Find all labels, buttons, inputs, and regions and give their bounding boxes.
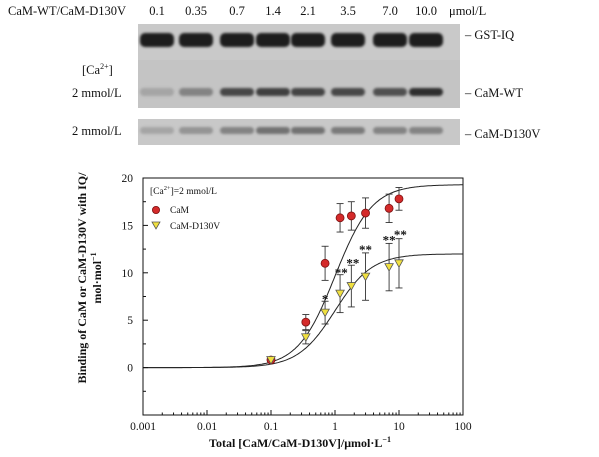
cam-d130v-band <box>373 127 407 134</box>
y-tick-label: 20 <box>122 173 134 185</box>
significance-annotations: *********** <box>322 227 407 306</box>
cam-data-point <box>335 213 345 223</box>
y-axis-unit: mol·mol−1 <box>89 252 104 303</box>
row-label-d130v: 2 mmol/L <box>72 124 122 138</box>
d130v-data-point <box>394 259 404 269</box>
concentration-label: 2.1 <box>300 4 316 18</box>
cam-wt-band <box>220 88 254 96</box>
gel-cam-wt <box>138 60 460 108</box>
cam-d130v-band <box>140 127 174 134</box>
data-points <box>266 187 404 365</box>
significance-mark: * <box>322 291 329 306</box>
cam-d130v-band <box>331 127 365 134</box>
legend-d130v-label: CaM-D130V <box>170 222 220 232</box>
significance-mark: ** <box>335 265 348 280</box>
cam-data-point <box>394 194 404 204</box>
significance-mark: ** <box>383 233 396 248</box>
d130v-data-point <box>300 333 311 343</box>
cam-wt-band <box>291 88 325 96</box>
legend-cam-marker <box>151 205 160 214</box>
d130v-data-point <box>360 272 371 282</box>
marker-cam-wt: – CaM-WT <box>465 86 523 100</box>
fit-curve-d130v <box>143 253 463 369</box>
cam-d130v-band <box>291 127 325 134</box>
cam-wt-band <box>409 88 443 96</box>
cam-d130v-band <box>409 127 443 134</box>
marker-cam-d130v: – CaM-D130V <box>465 127 541 141</box>
significance-mark: ** <box>346 255 359 270</box>
concentration-label: 10.0 <box>415 4 437 18</box>
legend-d130v-marker <box>151 221 161 230</box>
gel-cam-d130v <box>138 119 460 145</box>
d130v-data-point <box>384 263 394 272</box>
y-tick-label: 5 <box>127 315 133 327</box>
gel-gst-iq <box>138 24 460 60</box>
cam-data-point <box>320 258 330 268</box>
gst-iq-band <box>409 33 443 47</box>
d130v-data-point <box>320 308 330 318</box>
x-tick-label: 10 <box>393 421 405 433</box>
concentration-label: 0.35 <box>185 4 207 18</box>
fit-curve-cam <box>143 184 463 369</box>
gst-iq-band <box>256 33 290 47</box>
concentration-label: 7.0 <box>382 4 398 18</box>
concentration-label: 0.1 <box>149 4 165 18</box>
cam-data-point <box>361 208 370 218</box>
row-label-wt: 2 mmol/L <box>72 86 122 100</box>
significance-mark: ** <box>359 242 372 257</box>
cam-wt-band <box>373 88 407 96</box>
x-tick-label: 0.1 <box>264 421 279 433</box>
x-tick-label: 1 <box>332 421 338 433</box>
concentration-unit: μmol/L <box>449 4 487 18</box>
cam-wt-band <box>140 88 174 96</box>
concentration-label: 0.7 <box>229 4 245 18</box>
gst-iq-band <box>373 33 407 47</box>
x-tick-label: 0.01 <box>197 421 217 433</box>
marker-gst-iq: – GST-IQ <box>465 28 515 42</box>
cam-wt-band <box>256 88 290 96</box>
cam-data-point <box>301 317 311 327</box>
cam-d130v-band <box>220 127 254 134</box>
ca-concentration-label: [Ca2+] <box>82 62 113 78</box>
d130v-data-point <box>266 356 276 365</box>
cam-data-point <box>384 203 394 213</box>
cam-d130v-band <box>179 127 213 134</box>
fit-curves <box>143 184 463 369</box>
significance-mark: ** <box>394 227 407 242</box>
legend-cam-label: CaM <box>170 206 190 216</box>
y-tick-label: 0 <box>127 363 133 375</box>
x-axis-label: Total [CaM/CaM-D130V]/μmol·L−1 <box>209 435 391 450</box>
d130v-data-point <box>335 289 345 299</box>
y-tick-label: 10 <box>122 268 134 280</box>
cam-wt-band <box>331 88 365 96</box>
plot-area-frame <box>142 177 464 416</box>
chart-frame <box>142 177 464 416</box>
cam-d130v-band <box>256 127 290 134</box>
blot-header-label: CaM-WT/CaM-D130V <box>8 4 127 18</box>
gst-iq-band <box>220 33 254 47</box>
cam-wt-band <box>179 88 213 96</box>
y-tick-label: 15 <box>122 220 134 232</box>
x-tick-label: 100 <box>454 421 472 433</box>
concentration-label: 1.4 <box>265 4 281 18</box>
axis-ticks: 0.001 0.01 0.1 1 10 100 0 5 10 15 20 <box>122 173 472 433</box>
cam-data-point <box>346 211 356 221</box>
gst-iq-band <box>331 33 365 47</box>
y-axis-label: Binding of CaM or CaM-D130V with IQ/ <box>75 172 89 384</box>
d130v-data-point <box>346 282 357 291</box>
gst-iq-band <box>140 33 174 47</box>
gst-iq-band <box>291 33 325 47</box>
legend: [Ca2+]=2 mmol/L CaM CaM-D130V <box>150 185 220 232</box>
legend-title: [Ca2+]=2 mmol/L <box>150 185 217 197</box>
x-tick-label: 0.001 <box>130 421 156 433</box>
concentration-label: 3.5 <box>340 4 356 18</box>
gst-iq-band <box>179 33 213 47</box>
